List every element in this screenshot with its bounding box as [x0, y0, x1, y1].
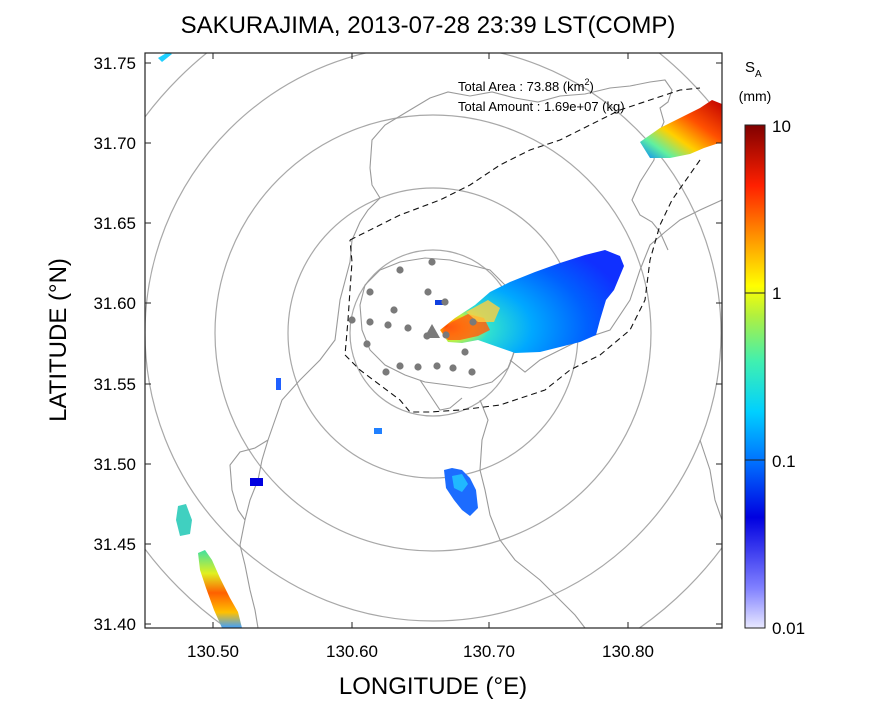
colorbar-tick-label: 0.1	[772, 452, 796, 471]
tiny-patch-1	[374, 428, 382, 434]
station-marker	[363, 340, 371, 348]
x-tick-label: 130.80	[602, 642, 654, 661]
total-area-label: Total Area : 73.88 (km	[458, 79, 584, 94]
station-marker	[384, 321, 392, 329]
sw-plume	[198, 550, 242, 628]
nw-corner-fleck	[158, 53, 172, 62]
west-patch	[176, 504, 192, 536]
station-marker	[382, 368, 390, 376]
station-marker	[390, 306, 398, 314]
x-tick-label: 130.60	[326, 642, 378, 661]
south-patch	[444, 468, 478, 516]
station-marker	[433, 362, 441, 370]
x-tick-label: 130.70	[463, 642, 515, 661]
colorbar-label-subscript: A	[755, 69, 762, 80]
south-patch-core	[452, 474, 468, 492]
total-area-unit-sup: 2	[584, 77, 589, 87]
y-tick-marks	[145, 62, 722, 625]
map-background	[145, 53, 722, 628]
colorbar-unit: (mm)	[739, 88, 772, 104]
coastline-east-south	[479, 399, 586, 628]
map-panel: Total Area : 73.88 (km2) Total Amount : …	[144, 52, 723, 629]
map-frame	[144, 52, 723, 629]
y-tick-labels: 31.75 31.70 31.65 31.60 31.55 31.50 31.4…	[93, 54, 136, 634]
y-tick-label: 31.40	[93, 615, 136, 634]
ash-deposit-areas	[158, 53, 722, 628]
station-marker	[442, 331, 450, 339]
station-marker	[396, 362, 404, 370]
station-marker	[414, 363, 422, 371]
y-tick-label: 31.45	[93, 535, 136, 554]
station-marker	[348, 316, 356, 324]
colorbar-label: S	[745, 59, 755, 76]
coastline-port	[229, 439, 269, 521]
station-markers	[348, 258, 477, 376]
station-marker	[461, 348, 469, 356]
dashed-boundary	[344, 87, 701, 413]
y-tick-label: 31.55	[93, 375, 136, 394]
svg-text:Total Area : 73.88 (km2): Total Area : 73.88 (km2)	[458, 77, 594, 94]
chart-title: SAKURAJIMA, 2013-07-28 23:39 LST(COMP)	[181, 12, 676, 39]
coastlines	[229, 79, 722, 628]
station-marker	[404, 324, 412, 332]
coastline-islet	[419, 379, 463, 411]
coastline-kagoshima	[349, 167, 381, 263]
total-area-unit-tail: )	[589, 79, 593, 94]
colorbar-tick-label: 0.01	[772, 619, 805, 638]
y-tick-label: 31.75	[93, 54, 136, 73]
y-tick-label: 31.50	[93, 455, 136, 474]
ne-plume	[640, 100, 722, 158]
colorbar-tick-label: 1	[772, 284, 781, 303]
y-axis-label: LATITUDE (°N)	[45, 258, 72, 422]
x-tick-labels: 130.50 130.60 130.70 130.80	[187, 642, 654, 661]
coastline-osumi-south	[509, 349, 561, 373]
station-marker	[469, 318, 477, 326]
tiny-patch-3	[435, 300, 447, 305]
volcano-triangle-icon	[424, 324, 440, 338]
x-tick-label: 130.50	[187, 642, 239, 661]
x-axis-label: LONGITUDE (°E)	[339, 673, 527, 700]
y-tick-label: 31.65	[93, 214, 136, 233]
plume-warm-band	[466, 300, 500, 322]
station-marker	[468, 368, 476, 376]
tiny-patch-2	[276, 378, 281, 390]
colorbar-scale	[744, 124, 766, 629]
range-ring-3	[145, 53, 722, 622]
station-marker	[396, 266, 404, 274]
total-amount-label: Total Amount : 1.69e+07 (kg)	[458, 99, 625, 114]
range-ring-2	[214, 114, 652, 552]
colorbar-tick-label: 10	[772, 117, 791, 136]
colorbar: SA (mm) 10 1 0.1 0.01	[739, 59, 805, 638]
coastline-west-city	[239, 261, 351, 628]
station-marker	[449, 364, 457, 372]
x-tick-marks	[212, 53, 629, 628]
coastline-north	[369, 79, 673, 251]
coastline-east-far	[699, 439, 722, 521]
west-small-patch	[250, 478, 263, 486]
totals-annotation: Total Area : 73.88 (km2) Total Amount : …	[458, 77, 625, 114]
station-marker	[428, 258, 436, 266]
station-marker	[366, 288, 374, 296]
station-marker	[441, 298, 449, 306]
y-tick-label: 31.70	[93, 134, 136, 153]
y-tick-label: 31.60	[93, 294, 136, 313]
svg-text:SA: SA	[745, 59, 762, 80]
station-marker	[366, 318, 374, 326]
colorbar-ticks	[745, 292, 765, 461]
station-marker	[424, 288, 432, 296]
